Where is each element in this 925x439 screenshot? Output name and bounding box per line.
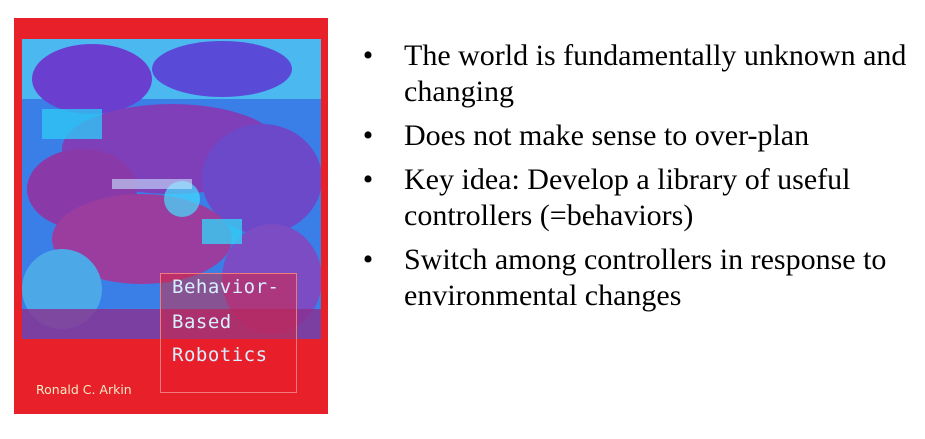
bullet-item: • Switch among controllers in response t…: [358, 242, 918, 314]
book-title-line-2: Based: [172, 311, 232, 333]
bullet-marker: •: [362, 39, 374, 72]
book-author: Ronald C. Arkin: [36, 382, 132, 397]
book-title-line-3: Robotics: [172, 344, 268, 366]
bullet-marker: •: [362, 243, 374, 276]
bullet-item: • Does not make sense to over-plan: [358, 118, 918, 154]
bullet-text: The world is fundamentally unknown and c…: [404, 39, 907, 108]
bullet-text: Key idea: Develop a library of useful co…: [404, 163, 851, 232]
bullet-marker: •: [362, 119, 374, 152]
title-box: [160, 273, 297, 393]
bullet-item: • Key idea: Develop a library of useful …: [358, 162, 918, 234]
bullet-marker: •: [362, 163, 374, 196]
bullet-item: • The world is fundamentally unknown and…: [358, 38, 918, 110]
bullet-list: • The world is fundamentally unknown and…: [358, 38, 918, 322]
bullet-text: Does not make sense to over-plan: [404, 119, 810, 152]
bullet-text: Switch among controllers in response to …: [404, 243, 887, 312]
book-cover: Behavior- Based Robotics Ronald C. Arkin: [14, 18, 328, 414]
book-title-line-1: Behavior-: [172, 276, 280, 298]
